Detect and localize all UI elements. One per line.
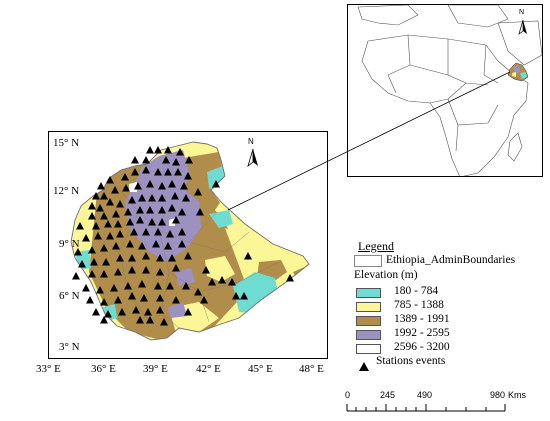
lon-label-42e: 42° E: [196, 363, 221, 375]
lat-label-3n: 3° N: [59, 341, 80, 353]
scale-bar-graphic: [346, 404, 506, 412]
scale-bar: 0 245 490 980 Kms: [340, 390, 550, 420]
north-arrow-icon: N: [245, 137, 261, 168]
lat-label-9n: 9° N: [59, 238, 80, 250]
lon-label-33e: 33° E: [36, 363, 61, 375]
boundary-swatch: [354, 255, 382, 267]
lon-label-45e: 45° E: [248, 363, 273, 375]
lat-label-15n: 15° N: [53, 137, 80, 149]
scale-unit: Kms: [508, 390, 526, 400]
north-arrow-label: N: [248, 137, 254, 146]
lon-label-36e: 36° E: [91, 363, 116, 375]
scale-tick-980: 980: [490, 390, 506, 400]
legend-swatch-5: [356, 344, 381, 354]
scale-tick-490: 490: [417, 390, 433, 400]
legend-elevation-title: Elevation (m): [354, 269, 418, 281]
lat-label-6n: 6° N: [59, 290, 80, 302]
legend-boundary-label: Ethiopia_AdminBoundaries: [386, 254, 516, 266]
legend-class-5: 2596 - 3200: [394, 341, 450, 353]
legend-swatch-3: [356, 316, 381, 326]
inset-north-arrow-label: N: [519, 9, 525, 16]
africa-locator-map: [357, 5, 542, 176]
triangle-icon: [359, 358, 369, 371]
lat-label-12n: 12° N: [53, 185, 80, 197]
scale-tick-245: 245: [380, 390, 396, 400]
inset-north-arrow-icon: N: [516, 9, 530, 35]
legend-swatch-2: [356, 302, 381, 312]
scale-tick-0: 0: [345, 390, 351, 400]
legend: Legend Ethiopia_AdminBoundaries Elevatio…: [350, 239, 546, 371]
ethiopia-elevation-map: [70, 141, 310, 341]
legend-class-1: 180 - 784: [394, 285, 439, 297]
legend-class-4: 1992 - 2595: [394, 327, 450, 339]
lon-label-48e: 48° E: [299, 363, 324, 375]
legend-title: Legend: [358, 239, 394, 253]
legend-stations-label: Stations events: [376, 355, 446, 367]
legend-class-3: 1389 - 1991: [394, 313, 450, 325]
main-map-frame: 15° N 12° N 9° N 6° N 3° N N: [48, 131, 328, 359]
legend-swatch-4: [356, 330, 381, 340]
legend-swatch-1: [356, 288, 381, 298]
lon-label-39e: 39° E: [143, 363, 168, 375]
inset-map-frame: N: [347, 4, 543, 177]
legend-class-2: 785 - 1388: [394, 299, 444, 311]
